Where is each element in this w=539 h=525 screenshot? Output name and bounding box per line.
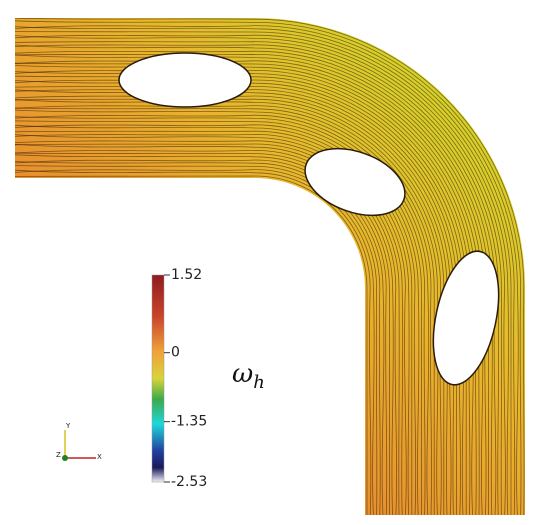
streamline: [15, 159, 385, 515]
streamline: [15, 44, 497, 515]
streamline: [15, 161, 381, 515]
obstacle: [118, 52, 252, 108]
streamline: [15, 41, 503, 515]
obstacle: [304, 147, 406, 217]
flow-domain: [15, 18, 525, 515]
z-axis-label: Z: [56, 451, 61, 459]
streamline: [15, 175, 368, 515]
streamline: [15, 154, 388, 515]
colorbar-tick-label: -1.35: [171, 414, 207, 430]
obstacle: [432, 250, 500, 386]
streamline: [15, 50, 493, 515]
x-axis-label: X: [97, 453, 102, 461]
colorbar-ticks: 1.52 0 -1.35 -2.53: [164, 267, 207, 490]
y-axis-label: Y: [65, 422, 71, 430]
obstacles: [118, 52, 500, 386]
streamline: [15, 18, 525, 515]
colorbar: [151, 274, 165, 483]
streamline: [15, 44, 500, 515]
z-axis-arrow: [62, 455, 68, 461]
streamline: [15, 31, 512, 515]
streamline: [15, 169, 372, 515]
streamline: [15, 26, 516, 515]
streamline: [15, 169, 375, 515]
streamline: [15, 34, 509, 515]
streamline: [15, 165, 378, 515]
streamline: [15, 20, 522, 515]
label-symbol: ω: [232, 359, 253, 389]
axes-triad: Y X Z: [56, 422, 102, 461]
streamline: [15, 25, 519, 515]
colorbar-tick-label: -2.53: [171, 474, 207, 490]
colorbar-label: ωh: [232, 359, 265, 393]
colorbar-tick-label: 0: [171, 345, 180, 361]
colorbar-tick-label: 1.52: [171, 267, 202, 283]
streamline: [15, 35, 506, 515]
label-subscript: h: [253, 372, 265, 393]
